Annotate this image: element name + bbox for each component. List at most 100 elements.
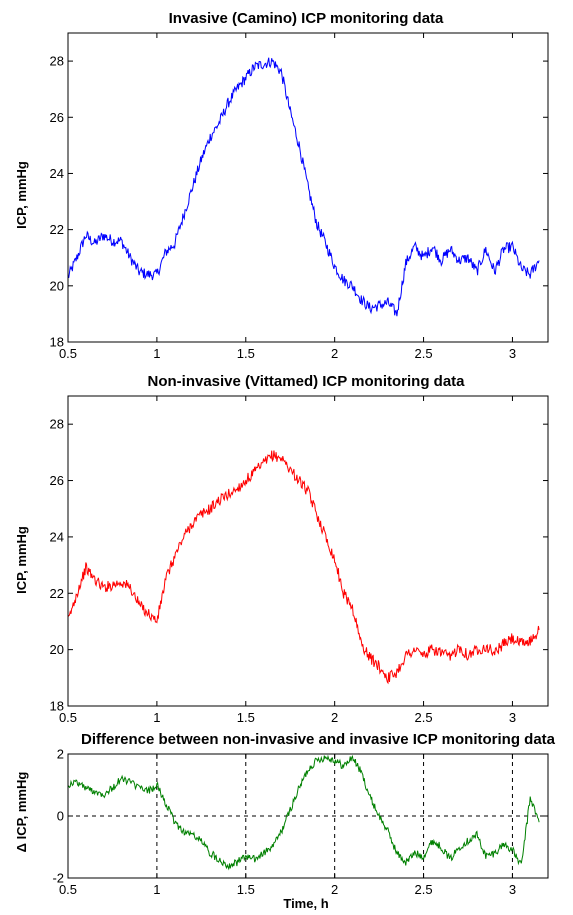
y-tick-label-invasive: 24: [50, 166, 64, 181]
data-point-noninvasive: [459, 646, 460, 647]
data-point-invasive: [370, 308, 371, 309]
data-point-noninvasive: [174, 556, 175, 557]
data-point-difference: [379, 815, 380, 816]
x-tick-label-difference: 0.5: [59, 882, 77, 897]
data-point-invasive: [201, 159, 202, 160]
data-point-invasive: [387, 302, 388, 303]
data-point-difference: [165, 803, 166, 804]
data-point-noninvasive: [76, 593, 77, 594]
data-point-noninvasive: [85, 567, 86, 568]
data-point-difference: [290, 809, 291, 810]
data-point-noninvasive: [94, 579, 95, 580]
y-tick-label-invasive: 28: [50, 54, 64, 69]
data-point-noninvasive: [130, 587, 131, 588]
data-point-invasive: [174, 243, 175, 244]
data-point-invasive: [414, 246, 415, 247]
data-point-noninvasive: [379, 666, 380, 667]
data-point-noninvasive: [334, 559, 335, 560]
y-tick-label-difference: -2: [52, 871, 64, 886]
data-point-invasive: [290, 111, 291, 112]
data-point-invasive: [147, 274, 148, 275]
y-tick-label-invasive: 22: [50, 222, 64, 237]
data-point-invasive: [219, 122, 220, 123]
data-point-noninvasive: [370, 658, 371, 659]
data-point-invasive: [139, 271, 140, 272]
data-point-invasive: [227, 103, 228, 104]
data-point-noninvasive: [236, 488, 237, 489]
data-point-invasive: [236, 89, 237, 90]
data-point-difference: [361, 772, 362, 773]
data-point-noninvasive: [396, 672, 397, 673]
data-point-noninvasive: [441, 652, 442, 653]
y-tick-label-noninvasive: 26: [50, 473, 64, 488]
x-tick-label-invasive: 2.5: [415, 346, 433, 361]
x-tick-label-invasive: 1: [153, 346, 160, 361]
data-point-difference: [530, 797, 531, 798]
data-point-difference: [227, 865, 228, 866]
data-point-difference: [370, 797, 371, 798]
data-point-noninvasive: [352, 607, 353, 608]
y-tick-label-noninvasive: 28: [50, 417, 64, 432]
x-tick-label-noninvasive: 3: [509, 710, 516, 725]
data-point-difference: [219, 859, 220, 860]
data-point-noninvasive: [414, 649, 415, 650]
x-tick-label-difference: 1.5: [237, 882, 255, 897]
data-point-difference: [174, 822, 175, 823]
y-axis-label-difference: Δ ICP, mmHg: [14, 772, 29, 853]
data-point-invasive: [450, 249, 451, 250]
data-point-difference: [441, 846, 442, 847]
data-point-difference: [325, 757, 326, 758]
data-point-noninvasive: [521, 643, 522, 644]
x-tick-label-difference: 2.5: [415, 882, 433, 897]
data-point-difference: [343, 766, 344, 767]
data-point-invasive: [503, 249, 504, 250]
data-point-invasive: [539, 260, 540, 261]
data-point-invasive: [459, 260, 460, 261]
panel-difference: 0.5 1 1.5 2 2.5 3 -2 0 2: [52, 747, 549, 897]
data-point-difference: [396, 853, 397, 854]
data-point-invasive: [263, 63, 264, 64]
data-point-difference: [254, 859, 255, 860]
data-point-noninvasive: [139, 604, 140, 605]
data-point-invasive: [299, 145, 300, 146]
data-point-invasive: [352, 285, 353, 286]
data-point-invasive: [396, 313, 397, 314]
x-tick-label-invasive: 1.5: [237, 346, 255, 361]
data-point-difference: [307, 769, 308, 770]
data-point-noninvasive: [494, 652, 495, 653]
data-point-invasive: [245, 77, 246, 78]
data-point-difference: [112, 788, 113, 789]
x-axis-label-time: Time, h: [283, 896, 328, 911]
data-point-difference: [201, 840, 202, 841]
data-point-noninvasive: [192, 522, 193, 523]
data-point-noninvasive: [290, 469, 291, 470]
data-point-difference: [414, 853, 415, 854]
x-tick-label-noninvasive: 1.5: [237, 710, 255, 725]
data-point-difference: [210, 853, 211, 854]
data-point-invasive: [334, 266, 335, 267]
data-point-noninvasive: [147, 612, 148, 613]
data-point-difference: [183, 831, 184, 832]
data-point-noninvasive: [121, 581, 122, 582]
series-line-difference: [67, 754, 540, 871]
chart-title-noninvasive: Non-invasive (Vittamed) ICP monitoring d…: [148, 373, 466, 390]
data-point-difference: [459, 846, 460, 847]
data-point-noninvasive: [432, 649, 433, 650]
x-tick-label-invasive: 2: [331, 346, 338, 361]
axes-frame-invasive: [67, 32, 549, 343]
data-point-invasive: [467, 257, 468, 258]
data-point-invasive: [530, 274, 531, 275]
data-point-difference: [476, 834, 477, 835]
data-point-difference: [503, 843, 504, 844]
data-point-difference: [299, 788, 300, 789]
data-point-invasive: [441, 260, 442, 261]
data-point-invasive: [183, 215, 184, 216]
data-point-difference: [405, 862, 406, 863]
data-point-invasive: [281, 72, 282, 73]
data-point-invasive: [325, 243, 326, 244]
y-tick-label-invasive: 18: [50, 335, 64, 350]
data-point-difference: [94, 791, 95, 792]
y-tick-label-invasive: 26: [50, 110, 64, 125]
y-tick-label-noninvasive: 18: [50, 699, 64, 714]
y-tick-label-noninvasive: 24: [50, 529, 64, 544]
